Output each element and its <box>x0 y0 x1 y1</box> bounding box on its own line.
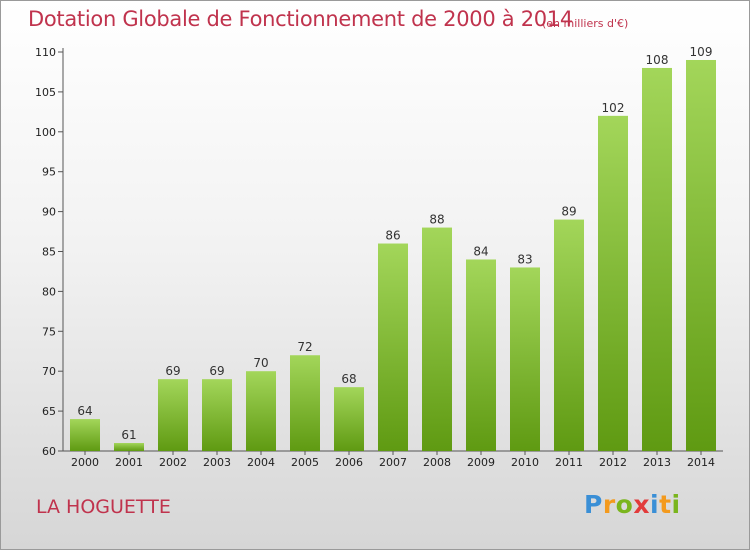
data-label: 83 <box>517 252 532 266</box>
chart-axes: 60 65 70 75 80 85 90 95 100 105 110 2000 2001 2002 200… <box>35 46 723 469</box>
data-label: 108 <box>646 53 669 67</box>
x-tick-label: 2005 <box>291 456 319 469</box>
bar-2013 <box>642 67 672 452</box>
data-label: 89 <box>561 205 576 219</box>
commune-name: LA HOGUETTE <box>36 496 171 518</box>
data-label: 72 <box>297 340 312 354</box>
bar-2003 <box>202 379 232 451</box>
data-label: 86 <box>385 229 400 243</box>
data-label: 61 <box>121 428 136 442</box>
logo-letter: t <box>659 490 672 519</box>
logo-letter: o <box>615 490 634 519</box>
x-tick-label: 2001 <box>115 456 143 469</box>
data-label: 109 <box>690 45 713 59</box>
bar-2009 <box>466 259 496 451</box>
bar-2014 <box>686 59 716 451</box>
chart-data-labels: 64 61 69 69 70 72 68 86 88 84 83 89 102 108 109 <box>77 45 712 442</box>
bar-2006 <box>334 387 364 451</box>
y-tick-label: 100 <box>35 126 56 139</box>
logo-letter: i <box>650 490 660 519</box>
x-tick-label: 2003 <box>203 456 231 469</box>
x-tick-label: 2010 <box>511 456 539 469</box>
bar-2005 <box>290 355 320 451</box>
bar-2000 <box>70 419 100 451</box>
x-tick-label: 2013 <box>643 456 671 469</box>
logo-letter: i <box>671 490 681 519</box>
x-tick-label: 2011 <box>555 456 583 469</box>
x-tick-label: 2006 <box>335 456 363 469</box>
data-label: 70 <box>253 356 268 370</box>
logo-letter: r <box>602 490 616 519</box>
bar-2011 <box>554 219 584 451</box>
data-label: 84 <box>473 244 488 258</box>
data-label: 68 <box>341 372 356 386</box>
x-tick-label: 2014 <box>687 456 715 469</box>
x-tick-label: 2007 <box>379 456 407 469</box>
x-tick-label: 2009 <box>467 456 495 469</box>
bar-2001 <box>114 443 144 451</box>
y-tick-label: 105 <box>35 86 56 99</box>
x-tick-label: 2000 <box>71 456 99 469</box>
bar-2004 <box>246 371 276 451</box>
x-tick-label: 2004 <box>247 456 275 469</box>
data-label: 102 <box>602 101 625 115</box>
bar-2002 <box>158 379 188 451</box>
data-label: 69 <box>209 364 224 378</box>
x-tick-label: 2012 <box>599 456 627 469</box>
logo-letter: P <box>584 490 603 519</box>
chart-title: Dotation Globale de Fonctionnement de 20… <box>28 7 573 31</box>
y-tick-label: 85 <box>42 246 56 259</box>
y-tick-label: 60 <box>42 445 56 458</box>
y-tick-label: 80 <box>42 285 56 298</box>
y-tick-label: 70 <box>42 365 56 378</box>
bar-2012 <box>598 115 628 451</box>
proxiti-logo[interactable]: Proxiti <box>584 490 681 519</box>
y-tick-label: 95 <box>42 166 56 179</box>
chart-subtitle: (en milliers d'€) <box>542 17 629 30</box>
x-tick-label: 2008 <box>423 456 451 469</box>
bar-2007 <box>378 243 408 451</box>
y-tick-label: 110 <box>35 46 56 59</box>
y-tick-label: 75 <box>42 325 56 338</box>
y-tick-label: 90 <box>42 206 56 219</box>
y-tick-label: 65 <box>42 405 56 418</box>
data-label: 88 <box>429 213 444 227</box>
x-tick-label: 2002 <box>159 456 187 469</box>
logo-letter: x <box>633 490 650 519</box>
chart-bars <box>70 59 716 452</box>
bar-2008 <box>422 227 452 451</box>
bar-2010 <box>510 267 540 451</box>
data-label: 64 <box>77 404 92 418</box>
data-label: 69 <box>165 364 180 378</box>
